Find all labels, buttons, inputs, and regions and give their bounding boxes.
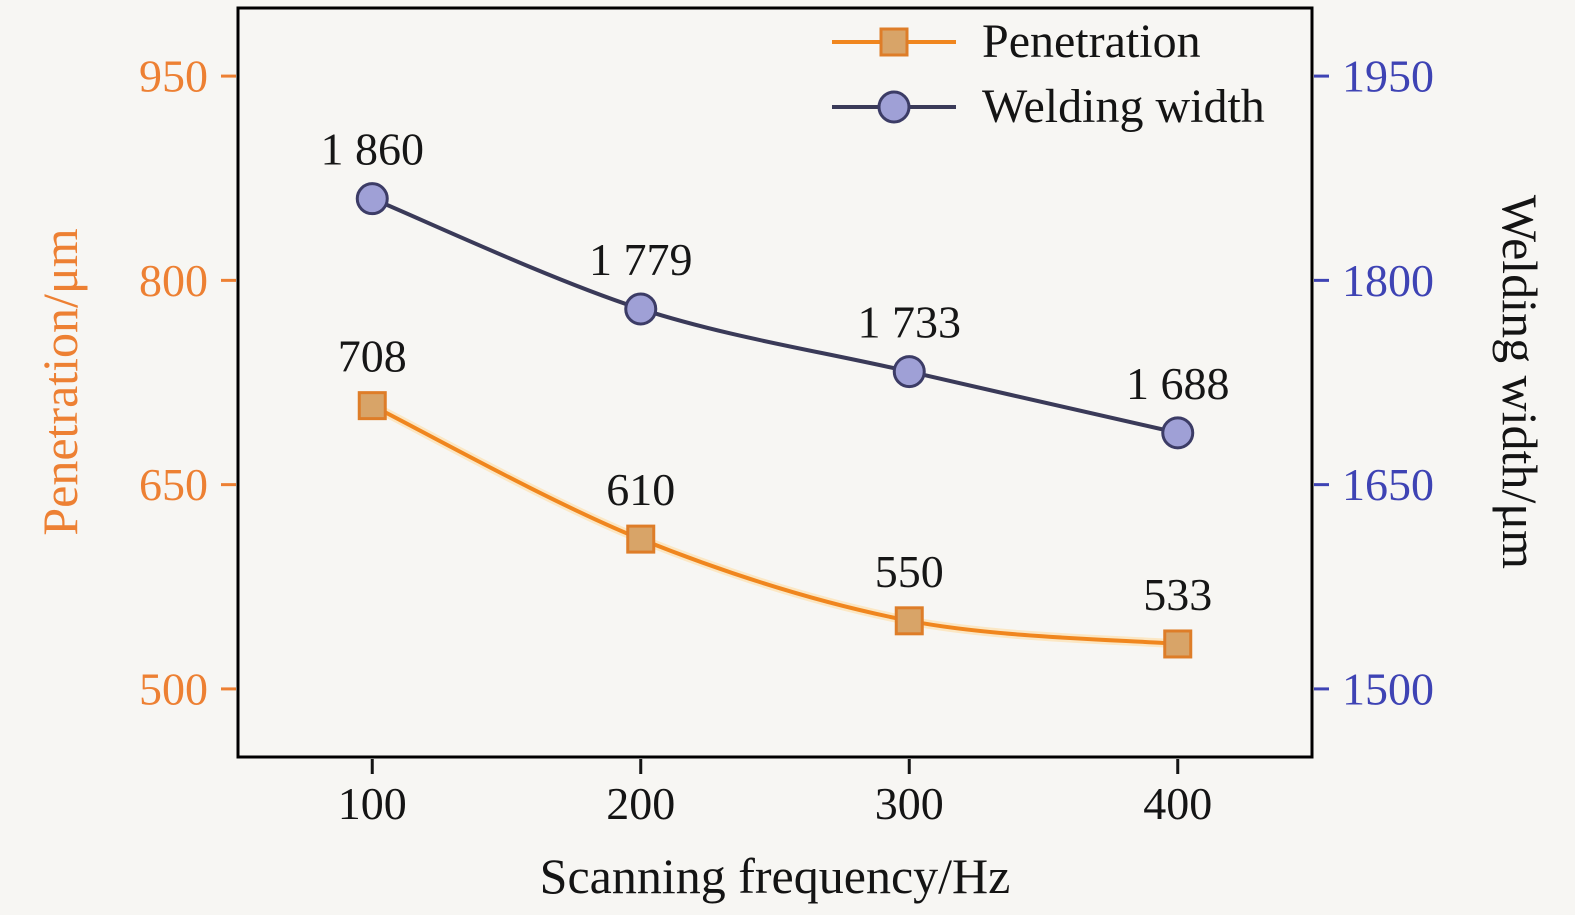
point-label: 1 860 bbox=[321, 124, 425, 175]
data-point-marker bbox=[894, 606, 924, 636]
point-label: 610 bbox=[606, 464, 675, 515]
x-tick-label: 400 bbox=[1143, 778, 1212, 829]
legend-item-welding-width: Welding width bbox=[828, 79, 1265, 134]
circle-marker-icon bbox=[877, 90, 911, 124]
x-tick-label: 200 bbox=[606, 778, 675, 829]
data-point-marker bbox=[626, 524, 656, 554]
left-tick-label: 650 bbox=[139, 459, 208, 510]
legend-swatch-penetration bbox=[832, 27, 956, 57]
left-axis-title: Penetration/μm bbox=[32, 228, 88, 536]
x-tick-label: 100 bbox=[338, 778, 407, 829]
data-point-marker bbox=[355, 182, 389, 216]
right-tick-label: 1650 bbox=[1342, 459, 1434, 510]
legend-swatch-welding-width bbox=[832, 90, 956, 124]
data-point-marker bbox=[1163, 629, 1193, 659]
right-tick-label: 1950 bbox=[1342, 51, 1434, 102]
point-label: 1 733 bbox=[858, 297, 962, 348]
legend: Penetration Welding width bbox=[828, 14, 1265, 134]
left-tick-label: 950 bbox=[139, 51, 208, 102]
right-tick-label: 1800 bbox=[1342, 255, 1434, 306]
series-line-0 bbox=[371, 403, 1178, 646]
x-tick-label: 300 bbox=[875, 778, 944, 829]
left-tick-label: 800 bbox=[139, 255, 208, 306]
data-point-marker bbox=[1161, 416, 1195, 450]
legend-item-penetration: Penetration bbox=[828, 14, 1265, 69]
point-label: 1 779 bbox=[589, 234, 693, 285]
square-marker-icon bbox=[879, 27, 909, 57]
left-tick-label: 500 bbox=[139, 663, 208, 714]
data-point-marker bbox=[892, 355, 926, 389]
point-label: 1 688 bbox=[1126, 358, 1230, 409]
right-tick-label: 1500 bbox=[1342, 663, 1434, 714]
plot-area bbox=[238, 8, 1312, 757]
data-point-marker bbox=[624, 292, 658, 326]
data-point-marker bbox=[357, 391, 387, 421]
point-label: 708 bbox=[338, 331, 407, 382]
point-label: 533 bbox=[1143, 569, 1212, 620]
legend-label-penetration: Penetration bbox=[982, 15, 1201, 68]
plot-frame bbox=[236, 6, 1314, 759]
legend-label-welding-width: Welding width bbox=[982, 80, 1265, 134]
point-label: 550 bbox=[875, 546, 944, 597]
x-axis-title: Scanning frequency/Hz bbox=[539, 848, 1011, 904]
series-line-1 bbox=[371, 196, 1179, 435]
right-axis-title: Welding width/μm bbox=[1492, 194, 1548, 570]
